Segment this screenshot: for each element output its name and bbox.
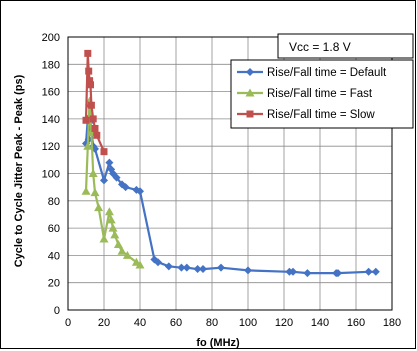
data-point bbox=[100, 148, 108, 156]
data-point bbox=[177, 263, 186, 272]
series-layer bbox=[81, 49, 380, 278]
legend-label: Rise/Fall time = Slow bbox=[267, 109, 375, 121]
data-point bbox=[87, 101, 95, 109]
data-point bbox=[99, 234, 109, 243]
data-point bbox=[121, 183, 130, 192]
data-point bbox=[106, 215, 116, 224]
y-tick-label: 80 bbox=[48, 196, 60, 208]
data-point bbox=[334, 269, 342, 278]
x-tick-label: 80 bbox=[206, 317, 218, 329]
data-point bbox=[87, 81, 94, 89]
y-tick-label: 20 bbox=[48, 278, 60, 290]
tick-labels: 0 20 40 60 80 100 120 140 160 180 0 20 40 60 80 100 120 1… bbox=[42, 32, 402, 329]
annotation-box: Vcc = 1.8 V bbox=[277, 33, 414, 59]
data-point bbox=[164, 262, 173, 271]
x-tick-label: 40 bbox=[134, 317, 146, 329]
x-tick-label: 120 bbox=[275, 317, 293, 329]
data-point bbox=[182, 263, 191, 272]
x-axis-label: fo (MHz) bbox=[196, 337, 240, 349]
x-tick-label: 0 bbox=[65, 317, 71, 329]
data-point bbox=[88, 169, 98, 177]
y-tick-label: 200 bbox=[42, 32, 60, 44]
data-point bbox=[100, 176, 108, 185]
plot-border bbox=[67, 36, 393, 311]
data-point bbox=[246, 110, 254, 118]
y-tick-label: 140 bbox=[42, 114, 60, 126]
legend-item: Rise/Fall time = Slow bbox=[237, 109, 375, 121]
y-tick-label: 120 bbox=[42, 141, 60, 153]
y-tick-label: 180 bbox=[42, 59, 60, 71]
data-point bbox=[110, 230, 120, 239]
data-point bbox=[136, 187, 144, 196]
y-axis-label: Cycle to Cycle Jitter Peak - Peak (ps) bbox=[13, 74, 25, 267]
legend-label: Rise/Fall time = Default bbox=[267, 67, 387, 79]
legend-item: Rise/Fall time = Default bbox=[237, 67, 387, 79]
data-point bbox=[217, 263, 225, 272]
data-point bbox=[244, 266, 252, 275]
data-point bbox=[371, 267, 380, 276]
data-point bbox=[81, 186, 91, 195]
data-point bbox=[289, 267, 297, 276]
axes bbox=[67, 36, 393, 311]
series-square bbox=[82, 49, 108, 156]
data-point bbox=[86, 77, 94, 85]
data-point bbox=[117, 246, 127, 255]
y-tick-label: 100 bbox=[42, 169, 60, 181]
data-point bbox=[105, 158, 114, 167]
data-point bbox=[94, 203, 104, 212]
data-point bbox=[122, 250, 132, 259]
data-point bbox=[84, 49, 92, 57]
data-point bbox=[303, 269, 312, 278]
legend-label: Rise/Fall time = Fast bbox=[267, 88, 373, 100]
data-point bbox=[199, 265, 207, 274]
x-tick-label: 160 bbox=[347, 317, 365, 329]
y-tick-label: 160 bbox=[42, 87, 60, 99]
data-point bbox=[85, 67, 93, 75]
data-point bbox=[154, 258, 162, 267]
data-point bbox=[90, 188, 100, 197]
data-point bbox=[89, 115, 97, 123]
data-point bbox=[246, 68, 254, 76]
data-point bbox=[104, 207, 114, 216]
data-point bbox=[108, 223, 118, 232]
data-point bbox=[135, 260, 145, 269]
legend: Rise/Fall time = Default Rise/Fall time =… bbox=[230, 59, 414, 129]
y-tick-label: 60 bbox=[48, 223, 60, 235]
data-point bbox=[112, 173, 121, 182]
data-point bbox=[245, 88, 255, 97]
x-tick-label: 60 bbox=[170, 317, 182, 329]
y-tick-label: 0 bbox=[54, 305, 60, 317]
x-tick-label: 20 bbox=[98, 317, 110, 329]
y-tick-label: 40 bbox=[48, 250, 60, 262]
vcc-annotation: Vcc = 1.8 V bbox=[289, 40, 351, 54]
data-point bbox=[113, 239, 123, 248]
data-point bbox=[364, 267, 373, 276]
legend-item: Rise/Fall time = Fast bbox=[237, 88, 373, 100]
x-tick-label: 100 bbox=[239, 317, 257, 329]
data-point bbox=[93, 131, 101, 139]
data-point bbox=[193, 265, 202, 274]
x-tick-label: 180 bbox=[383, 317, 401, 329]
data-point bbox=[83, 141, 93, 150]
x-tick-label: 140 bbox=[311, 317, 329, 329]
data-point bbox=[91, 124, 99, 132]
data-point bbox=[82, 116, 90, 124]
